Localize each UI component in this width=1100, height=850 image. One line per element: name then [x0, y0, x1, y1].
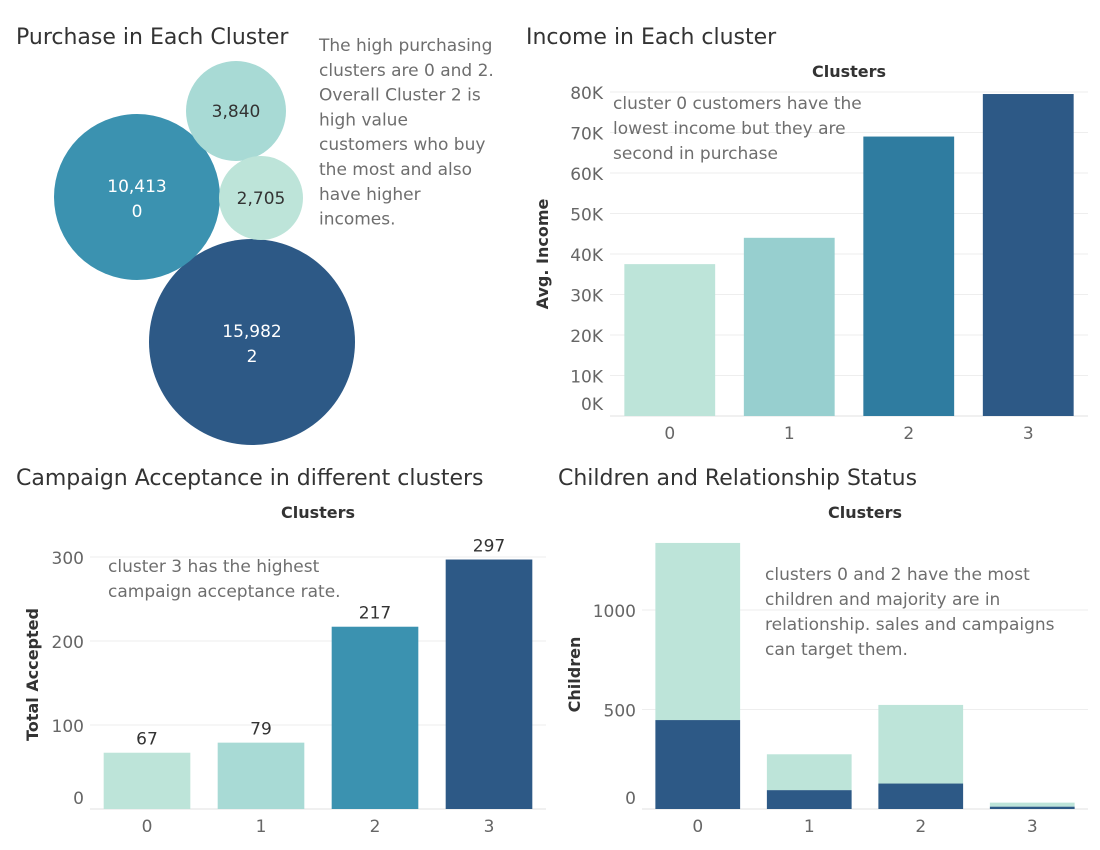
- bubble-value-label: 15,982: [222, 322, 281, 342]
- income-y-tick-label: 50K: [570, 206, 604, 226]
- children-bar-2-single[interactable]: [878, 783, 964, 809]
- bubble-value-label: 3,840: [212, 102, 261, 122]
- children-bar-1-single[interactable]: [766, 790, 852, 809]
- campaign-x-tick-label: 3: [484, 817, 495, 837]
- bubble-cluster-2[interactable]: [149, 239, 355, 445]
- campaign-data-label: 67: [136, 730, 158, 750]
- purchase-note-line: high value: [319, 110, 408, 130]
- children-y-tick-label: 0: [625, 789, 636, 809]
- campaign-x-tick-label: 0: [142, 817, 153, 837]
- income-y-tick-label: 10K: [570, 368, 604, 388]
- children-bar-2-in-relationship[interactable]: [878, 704, 964, 784]
- income-bar-cluster-3[interactable]: [982, 94, 1074, 417]
- income-y-tick-label: 70K: [570, 125, 604, 145]
- income-bar-cluster-1[interactable]: [743, 237, 835, 416]
- income-title: Income in Each cluster: [526, 25, 777, 50]
- campaign-bar-cluster-0[interactable]: [103, 752, 191, 809]
- campaign-y-axis-title: Total Accepted: [23, 608, 42, 741]
- bubble-value-label: 2,705: [237, 189, 286, 209]
- children-note-line: relationship. sales and campaigns: [765, 615, 1055, 635]
- children-x-tick-label: 1: [804, 817, 815, 837]
- income-note-line: cluster 0 customers have the: [613, 94, 862, 114]
- income-bar-cluster-0[interactable]: [624, 264, 716, 416]
- income-note-line: second in purchase: [613, 144, 778, 164]
- children-note-line: can target them.: [765, 640, 908, 660]
- children-y-tick-label: 1000: [593, 602, 636, 622]
- children-x-tick-label: 2: [915, 817, 926, 837]
- bubble-cluster-3[interactable]: [219, 156, 303, 240]
- campaign-x-tick-label: 1: [256, 817, 267, 837]
- income-bar-cluster-2[interactable]: [863, 136, 955, 417]
- children-bar-3-in-relationship[interactable]: [989, 802, 1075, 807]
- children-bar-0-in-relationship[interactable]: [655, 542, 741, 721]
- campaign-x-tick-label: 2: [370, 817, 381, 837]
- purchase-note-line: have higher: [319, 185, 421, 205]
- purchase-note-line: Overall Cluster 2 is: [319, 86, 481, 106]
- children-title: Children and Relationship Status: [558, 466, 917, 491]
- income-x-tick-label: 2: [903, 424, 914, 444]
- campaign-bar-cluster-2[interactable]: [331, 626, 419, 809]
- income-y-tick-label: 60K: [570, 165, 604, 185]
- bubble-cluster-2[interactable]: [186, 61, 286, 161]
- children-x-axis-title: Clusters: [828, 503, 902, 522]
- campaign-y-tick-label: 0: [73, 789, 84, 809]
- children-note-line: clusters 0 and 2 have the most: [765, 565, 1030, 585]
- income-x-tick-label: 3: [1023, 424, 1034, 444]
- income-y-tick-label: 20K: [570, 327, 604, 347]
- income-y-tick-label: 80K: [570, 84, 604, 104]
- income-y-tick-label: 30K: [570, 287, 604, 307]
- children-bar-0-single[interactable]: [655, 720, 741, 809]
- income-x-tick-label: 0: [664, 424, 675, 444]
- children-y-axis-title: Children: [565, 637, 584, 713]
- campaign-data-label: 79: [250, 720, 272, 740]
- campaign-y-tick-label: 100: [52, 717, 84, 737]
- bubble-cluster-0[interactable]: [54, 114, 220, 280]
- campaign-y-tick-label: 300: [52, 549, 84, 569]
- children-y-tick-label: 500: [604, 702, 636, 722]
- children-bar-1-in-relationship[interactable]: [766, 754, 852, 791]
- bubble-cluster-label: 2: [247, 347, 258, 367]
- purchase-note-line: the most and also: [319, 160, 472, 180]
- income-x-tick-label: 1: [784, 424, 795, 444]
- purchase-note-line: clusters are 0 and 2.: [319, 61, 494, 81]
- chart-title-purchase: Purchase in Each Cluster: [16, 25, 289, 50]
- children-note-line: children and majority are in: [765, 590, 1000, 610]
- campaign-data-label: 217: [359, 604, 391, 624]
- campaign-data-label: 297: [473, 537, 505, 557]
- campaign-title: Campaign Acceptance in different cluster…: [16, 466, 484, 491]
- income-y-axis-title: Avg. Income: [533, 199, 552, 310]
- income-y-tick-label: 40K: [570, 246, 604, 266]
- campaign-bar-cluster-1[interactable]: [217, 742, 305, 809]
- campaign-bar-cluster-3[interactable]: [445, 559, 533, 809]
- income-note-line: lowest income but they are: [613, 119, 846, 139]
- bubble-value-label: 10,413: [107, 177, 166, 197]
- campaign-x-axis-title: Clusters: [281, 503, 355, 522]
- campaign-y-tick-label: 200: [52, 633, 84, 653]
- purchase-note-line: incomes.: [319, 210, 396, 230]
- children-bar-3-single[interactable]: [989, 806, 1075, 809]
- purchase-note-line: customers who buy: [319, 135, 485, 155]
- children-x-tick-label: 3: [1027, 817, 1038, 837]
- income-y-tick-label: 0K: [581, 395, 604, 415]
- bubble-cluster-label: 0: [132, 202, 143, 222]
- campaign-note-line: cluster 3 has the highest: [108, 557, 320, 577]
- income-x-axis-title: Clusters: [812, 62, 886, 81]
- purchase-note-line: The high purchasing: [318, 36, 492, 56]
- children-x-tick-label: 0: [692, 817, 703, 837]
- campaign-note-line: campaign acceptance rate.: [108, 582, 341, 602]
